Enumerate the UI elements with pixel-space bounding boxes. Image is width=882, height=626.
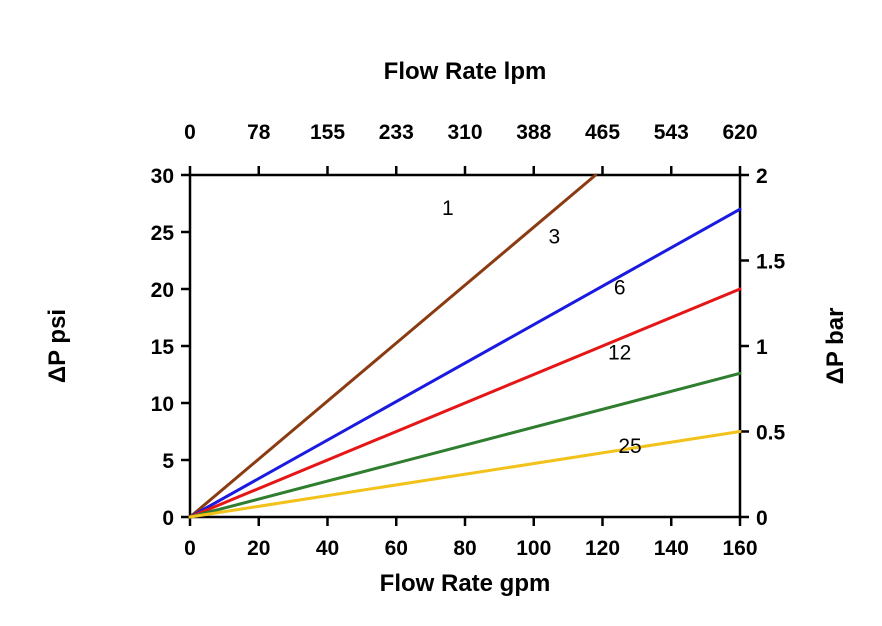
x-top-tick-label: 0 <box>184 121 196 144</box>
x-bottom-tick-label: 60 <box>385 537 408 560</box>
series-line-3 <box>188 207 742 519</box>
bottom-axis-title: Flow Rate gpm <box>379 570 551 597</box>
y-left-tick-label: 25 <box>151 222 175 245</box>
y-left-tick-label: 5 <box>162 450 174 473</box>
y-right-tick-label: 1.5 <box>756 251 786 274</box>
series-line-12 <box>188 371 742 519</box>
y-left-tick-label: 10 <box>151 393 174 416</box>
x-top-tick-label: 388 <box>516 121 551 144</box>
x-top-tick-label: 543 <box>654 121 689 144</box>
x-top-tick-label: 465 <box>585 121 620 144</box>
top-axis-title: Flow Rate lpm <box>383 58 547 85</box>
x-bottom-tick-label: 120 <box>585 537 620 560</box>
x-bottom-tick-label: 140 <box>654 537 689 560</box>
y-right-tick-label: 0 <box>756 507 768 530</box>
series-line-25 <box>188 430 742 519</box>
x-top-tick-label: 78 <box>247 121 271 144</box>
series-label-12: 12 <box>608 342 631 365</box>
x-bottom-tick-label: 80 <box>453 537 476 560</box>
series-label-1: 1 <box>442 197 454 220</box>
x-bottom-tick-label: 100 <box>516 537 551 560</box>
plot-frame <box>188 173 742 519</box>
left-axis-title: ΔP psi <box>44 308 71 384</box>
y-left-tick-label: 20 <box>151 279 174 302</box>
y-left-tick-label: 0 <box>162 507 174 530</box>
series-line-6 <box>188 287 742 519</box>
x-bottom-tick-label: 20 <box>247 537 270 560</box>
series-label-25: 25 <box>618 435 641 458</box>
series-line-1 <box>188 173 598 519</box>
x-bottom-tick-label: 0 <box>184 537 196 560</box>
x-top-tick-label: 310 <box>447 121 482 144</box>
x-bottom-tick-label: 160 <box>722 537 757 560</box>
series-label-6: 6 <box>614 277 626 300</box>
series-label-3: 3 <box>549 225 561 248</box>
x-top-tick-label: 155 <box>310 121 345 144</box>
y-left-tick-label: 15 <box>151 336 175 359</box>
y-right-tick-label: 0.5 <box>756 422 786 445</box>
x-top-tick-label: 233 <box>379 121 414 144</box>
right-axis-title: ΔP bar <box>822 307 849 385</box>
y-right-tick-label: 2 <box>756 165 768 188</box>
y-left-tick-label: 30 <box>151 165 174 188</box>
x-top-tick-label: 620 <box>722 121 757 144</box>
x-bottom-tick-label: 40 <box>316 537 339 560</box>
y-right-tick-label: 1 <box>756 336 768 359</box>
